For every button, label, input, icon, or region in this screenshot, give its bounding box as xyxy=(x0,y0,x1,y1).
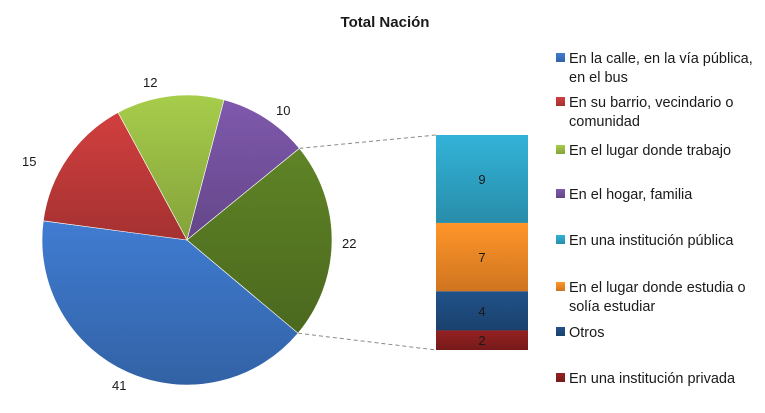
legend-label: En una institución pública xyxy=(569,233,734,249)
legend-label: solía estudiar xyxy=(569,299,655,315)
legend-swatch xyxy=(556,235,565,244)
legend-item: En el lugar donde trabajo xyxy=(556,143,731,159)
legend-swatch xyxy=(556,282,565,291)
bar-data-label: 2 xyxy=(478,333,485,348)
connector-line-top xyxy=(299,134,437,149)
pie-slice xyxy=(186,99,300,241)
pie-data-label: 22 xyxy=(342,236,356,251)
pie-data-label: 12 xyxy=(143,75,157,90)
legend-item: En el lugar donde estudia o solía estudia… xyxy=(556,280,746,315)
legend-item: En una institución privada xyxy=(556,371,736,387)
connector-lines xyxy=(298,134,437,351)
connector-line-bottom xyxy=(298,332,437,351)
legend-item: En una institución pública xyxy=(556,233,734,249)
bar-segment xyxy=(436,222,528,292)
legend-label: En su barrio, vecindario o xyxy=(569,95,733,111)
legend-swatch xyxy=(556,373,565,382)
stacked-bar: 9 7 4 2 xyxy=(436,135,528,350)
legend-swatch xyxy=(556,97,565,106)
pie-slice xyxy=(186,147,333,334)
pie-data-label: 10 xyxy=(276,103,290,118)
pie: 41 15 12 10 22 xyxy=(22,75,356,393)
bar-segment xyxy=(436,291,528,331)
legend-label: en el bus xyxy=(569,70,628,86)
bar-data-label: 7 xyxy=(478,250,485,265)
legend-label: Otros xyxy=(569,325,604,341)
legend-item: Otros xyxy=(556,325,604,341)
legend-swatch xyxy=(556,327,565,336)
legend-item: En su barrio, vecindario o comunidad xyxy=(556,95,733,130)
legend-swatch xyxy=(556,145,565,154)
pie-data-label: 15 xyxy=(22,154,36,169)
bar-data-label: 4 xyxy=(478,304,485,319)
legend-item: En la calle, en la vía pública, en el bus xyxy=(556,51,753,86)
legend-label: En una institución privada xyxy=(569,371,736,387)
legend-label: En el lugar donde estudia o xyxy=(569,280,746,296)
pie-slice xyxy=(117,94,225,241)
legend-label: En la calle, en la vía pública, xyxy=(569,51,753,67)
legend-swatch xyxy=(556,53,565,62)
legend-label: comunidad xyxy=(569,114,640,130)
pie-data-label: 41 xyxy=(112,378,126,393)
bar-segment xyxy=(436,135,528,223)
legend-label: En el lugar donde trabajo xyxy=(569,143,731,159)
bar-data-label: 9 xyxy=(478,172,485,187)
chart-title: Total Nación xyxy=(341,14,430,31)
pie-slice xyxy=(41,220,299,386)
pie-slice xyxy=(42,112,188,241)
legend-swatch xyxy=(556,189,565,198)
legend-item: En el hogar, familia xyxy=(556,187,693,203)
legend-label: En el hogar, familia xyxy=(569,187,693,203)
legend: En la calle, en la vía pública, en el bus… xyxy=(556,51,753,387)
bar-segment xyxy=(436,330,528,350)
